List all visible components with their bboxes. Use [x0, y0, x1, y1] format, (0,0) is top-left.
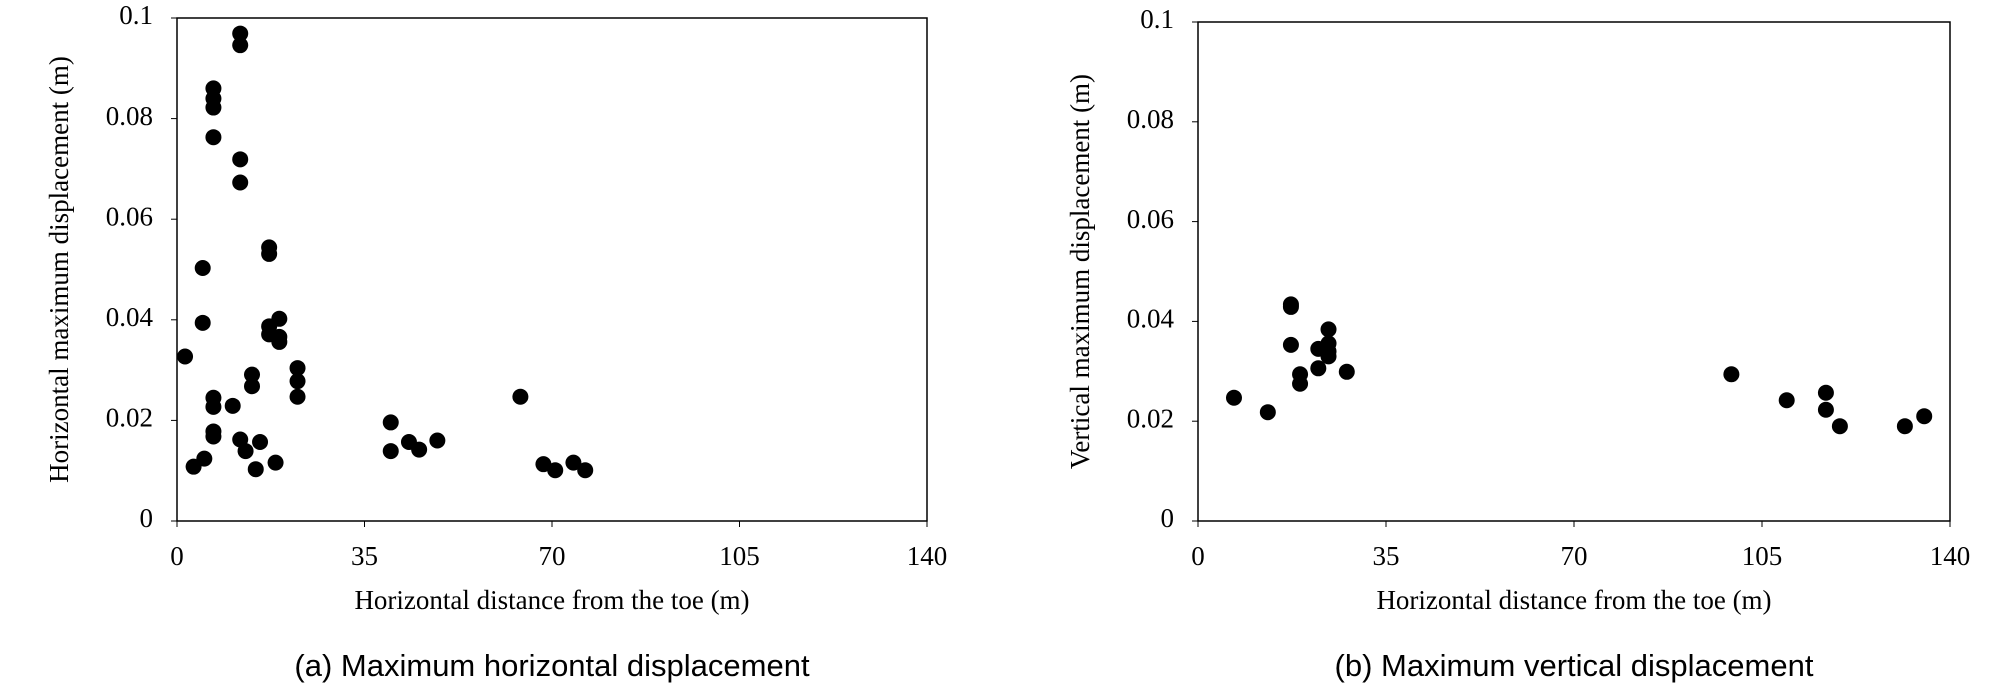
y-tick-label: 0.1 [1140, 4, 1174, 34]
chart-caption: (b) Maximum vertical displacement [1335, 648, 1814, 683]
point [289, 373, 306, 390]
point [1259, 404, 1276, 421]
point [1916, 408, 1933, 425]
point [194, 259, 211, 276]
x-tick-label: 70 [539, 541, 566, 571]
y-tick-label: 0.1 [119, 0, 153, 30]
x-tick-label: 0 [170, 541, 184, 571]
point [232, 37, 249, 54]
x-tick-label: 105 [719, 541, 760, 571]
y-axis-label: Horizontal maximum displacement (m) [44, 56, 74, 483]
point [1282, 336, 1299, 353]
point [237, 443, 254, 460]
x-tick-label: 140 [1930, 541, 1971, 571]
y-tick-label: 0.06 [106, 201, 153, 231]
point [411, 441, 428, 458]
point [1320, 321, 1337, 338]
point [382, 414, 399, 431]
point [565, 454, 582, 471]
y-tick-label: 0.06 [1127, 204, 1174, 234]
point [289, 360, 306, 377]
x-axis-label: Horizontal distance from the toe (m) [354, 585, 749, 615]
point [232, 25, 249, 42]
point [382, 443, 399, 460]
chart-caption: (a) Maximum horizontal displacement [294, 648, 810, 683]
y-tick-label: 0 [1161, 503, 1175, 533]
point [196, 450, 213, 467]
plot-frame [176, 17, 928, 522]
point [261, 245, 278, 262]
x-tick-label: 35 [1373, 541, 1400, 571]
point [252, 434, 269, 451]
point [512, 388, 529, 405]
x-tick-label: 140 [907, 541, 948, 571]
point [1310, 360, 1327, 377]
point [547, 462, 564, 479]
y-tick-label: 0.02 [106, 403, 153, 433]
x-tick-label: 70 [1561, 541, 1588, 571]
point [244, 366, 260, 383]
plot-frame [1197, 21, 1951, 522]
point [429, 432, 446, 449]
point [271, 310, 288, 327]
point [244, 378, 260, 395]
point [1723, 366, 1740, 383]
point [1320, 348, 1337, 365]
y-tick-label: 0 [140, 503, 154, 533]
point [1778, 392, 1795, 409]
y-axis-label: Vertical maximum displacement (m) [1065, 74, 1095, 469]
x-tick-label: 105 [1742, 541, 1783, 571]
point [205, 129, 222, 146]
x-axis-label: Horizontal distance from the toe (m) [1376, 585, 1771, 615]
point [267, 454, 284, 471]
y-tick-label: 0.02 [1127, 403, 1174, 433]
point [232, 151, 249, 168]
point [232, 174, 249, 191]
point [577, 462, 594, 479]
point [224, 397, 241, 414]
point [1831, 418, 1848, 435]
point [1817, 384, 1834, 401]
x-tick-label: 0 [1191, 541, 1205, 571]
y-tick-label: 0.08 [106, 101, 153, 131]
point [205, 428, 222, 445]
point [1896, 418, 1913, 435]
point [1292, 375, 1309, 392]
point [177, 348, 194, 365]
point [1817, 401, 1834, 418]
point [1338, 363, 1355, 380]
point [1225, 389, 1242, 406]
point [205, 398, 222, 415]
point [1282, 298, 1299, 315]
point [194, 314, 211, 331]
point [535, 456, 552, 473]
point [271, 333, 288, 350]
point [205, 99, 222, 116]
y-tick-label: 0.04 [1127, 304, 1175, 334]
x-tick-label: 35 [351, 541, 378, 571]
point [289, 388, 306, 405]
point [247, 461, 264, 478]
y-tick-label: 0.08 [1127, 104, 1174, 134]
y-tick-label: 0.04 [106, 302, 154, 332]
